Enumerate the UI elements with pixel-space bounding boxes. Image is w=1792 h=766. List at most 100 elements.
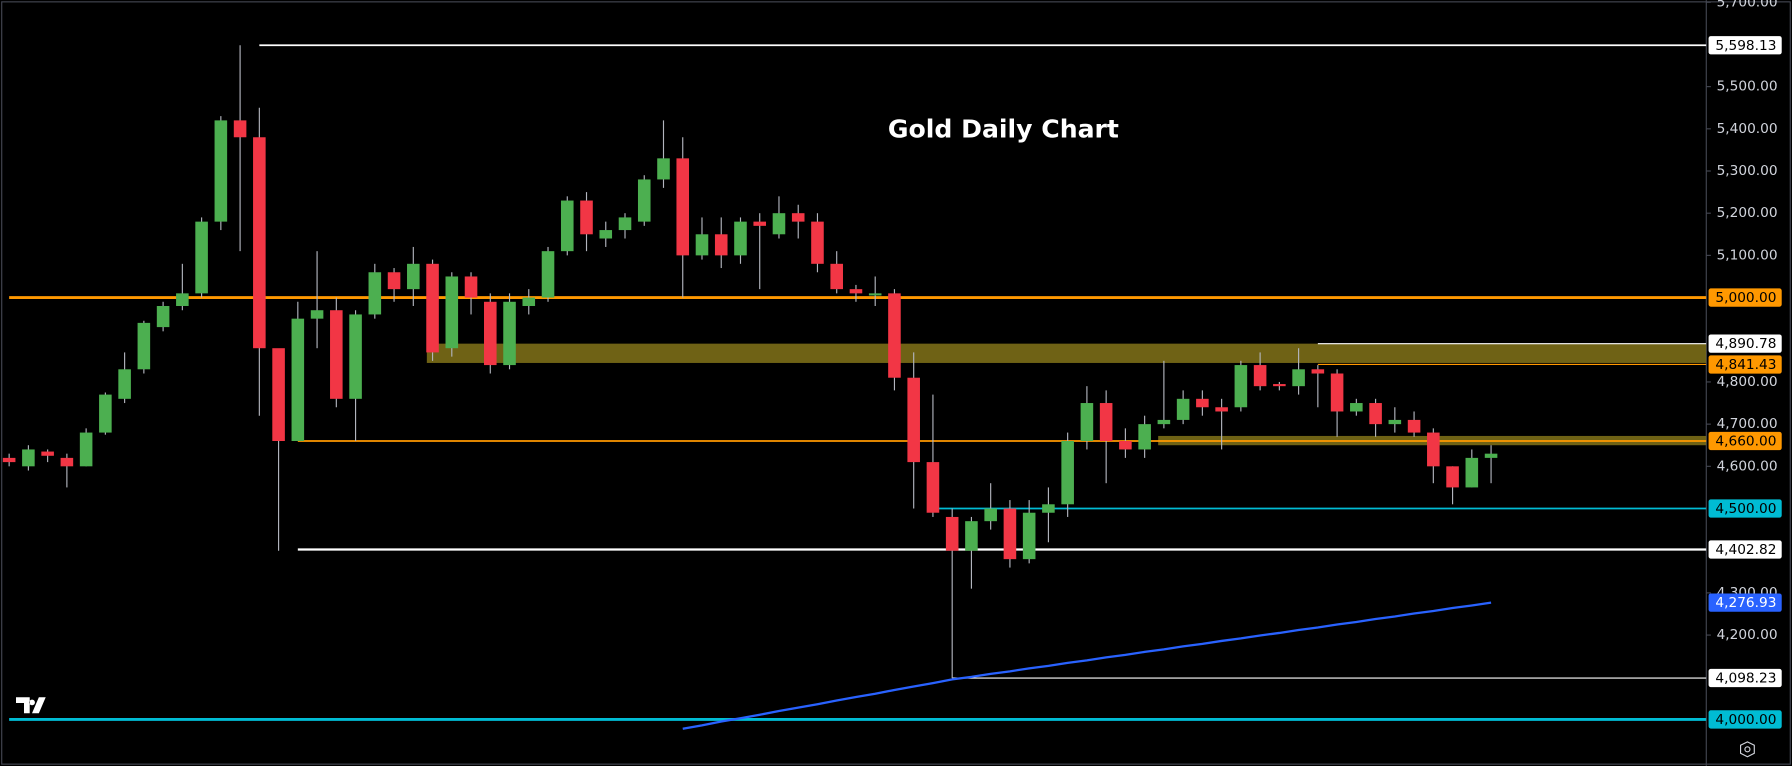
candle-body — [79, 432, 93, 467]
y-tick-label: 5,300.00 — [1717, 163, 1778, 179]
price-label: 4,500.00 — [1715, 501, 1776, 517]
price-label-box — [1708, 710, 1782, 729]
candle-body — [214, 120, 228, 222]
candle-body — [868, 293, 882, 296]
settings-dot[interactable] — [1744, 746, 1751, 753]
price-label-box — [1708, 36, 1782, 55]
candle-body — [1484, 453, 1498, 458]
candle-body — [1273, 384, 1286, 387]
candle-body — [195, 221, 208, 294]
candle-body — [695, 234, 709, 256]
price-label-box — [1708, 540, 1782, 559]
candle-body — [1234, 365, 1248, 408]
y-tick-label: 4,600.00 — [1717, 458, 1778, 474]
candle-body — [811, 221, 824, 264]
price-label: 5,598.13 — [1715, 38, 1776, 54]
candle-body — [1446, 466, 1459, 488]
candle-body — [1215, 407, 1228, 412]
candle-body — [272, 348, 285, 442]
candle-body — [445, 276, 459, 349]
price-label-box — [1708, 668, 1782, 688]
candle-body — [1350, 403, 1363, 412]
candle-body — [60, 457, 74, 467]
candle-body — [599, 230, 613, 239]
candle-body — [22, 449, 35, 467]
candle-body — [1138, 424, 1151, 450]
y-tick-label: 4,200.00 — [1717, 627, 1778, 643]
candle-body — [676, 158, 690, 256]
candle-body — [349, 314, 362, 399]
candle-body — [560, 200, 574, 252]
candle-body — [1196, 398, 1209, 408]
settings-icon[interactable] — [1740, 741, 1755, 758]
zone — [426, 343, 1707, 363]
candle-body — [1119, 441, 1132, 450]
y-tick-label: 5,100.00 — [1717, 247, 1778, 263]
candle-body — [945, 516, 959, 551]
candle-body — [1099, 403, 1113, 442]
candle-body — [522, 297, 536, 307]
candle-body — [176, 293, 189, 307]
candle-body — [1330, 373, 1344, 412]
price-label: 4,402.82 — [1715, 542, 1776, 558]
price-label: 4,000.00 — [1715, 712, 1776, 728]
candle-body — [618, 217, 632, 231]
candle-body — [1176, 398, 1190, 420]
candle-body — [426, 263, 439, 353]
candle-body — [484, 301, 497, 366]
candle-body — [1427, 432, 1440, 467]
candle-body — [926, 462, 940, 513]
price-label: 4,841.43 — [1715, 357, 1776, 373]
candle-body — [1388, 419, 1402, 425]
candle-body — [1311, 369, 1325, 374]
candle-body — [41, 451, 54, 456]
price-label: 4,890.78 — [1715, 336, 1776, 352]
candle-body — [637, 179, 651, 222]
candle-body — [849, 289, 863, 294]
candle-body — [541, 251, 555, 298]
candle-body — [253, 137, 266, 349]
tv-logo — [16, 697, 46, 714]
price-label: 4,276.93 — [1715, 595, 1776, 611]
price-label-box — [1708, 499, 1782, 518]
candle-body — [830, 263, 843, 290]
candle-body — [291, 318, 305, 442]
candle-body — [1022, 512, 1036, 560]
settings-hex[interactable] — [1740, 741, 1755, 758]
candle-body — [965, 521, 978, 551]
candle-body — [503, 301, 516, 366]
price-label-box — [1708, 288, 1782, 307]
candle-body — [2, 457, 16, 463]
candle-body — [1003, 508, 1017, 560]
candle-body — [1292, 369, 1305, 387]
candle-body — [387, 272, 401, 290]
candle-body — [1465, 457, 1479, 488]
moving-average — [682, 601, 1492, 730]
price-label: 4,660.00 — [1715, 434, 1776, 450]
candle-body — [657, 158, 670, 180]
candle-body — [984, 508, 997, 522]
candle-body — [1080, 403, 1094, 442]
candle-body — [714, 234, 728, 256]
y-tick-label: 5,200.00 — [1717, 205, 1778, 221]
candle-body — [330, 310, 343, 399]
y-tick-label: 4,700.00 — [1717, 416, 1778, 432]
candle-body — [1042, 504, 1055, 513]
candle-body — [1369, 403, 1382, 425]
candle-body — [1407, 419, 1421, 433]
price-label-box — [1708, 593, 1782, 612]
y-tick-label: 5,700.00 — [1717, 0, 1778, 10]
logo-shape — [16, 697, 46, 714]
price-label-box — [1708, 355, 1782, 374]
candle-body — [310, 310, 324, 319]
candle-body — [580, 200, 593, 235]
candle-body — [1253, 365, 1267, 387]
candle-body — [791, 213, 805, 222]
candle-body — [888, 293, 901, 378]
candle-body — [772, 213, 786, 235]
candle-body — [156, 306, 170, 328]
candle-body — [464, 276, 478, 298]
candle-body — [907, 377, 920, 463]
price-label: 5,000.00 — [1715, 290, 1776, 306]
